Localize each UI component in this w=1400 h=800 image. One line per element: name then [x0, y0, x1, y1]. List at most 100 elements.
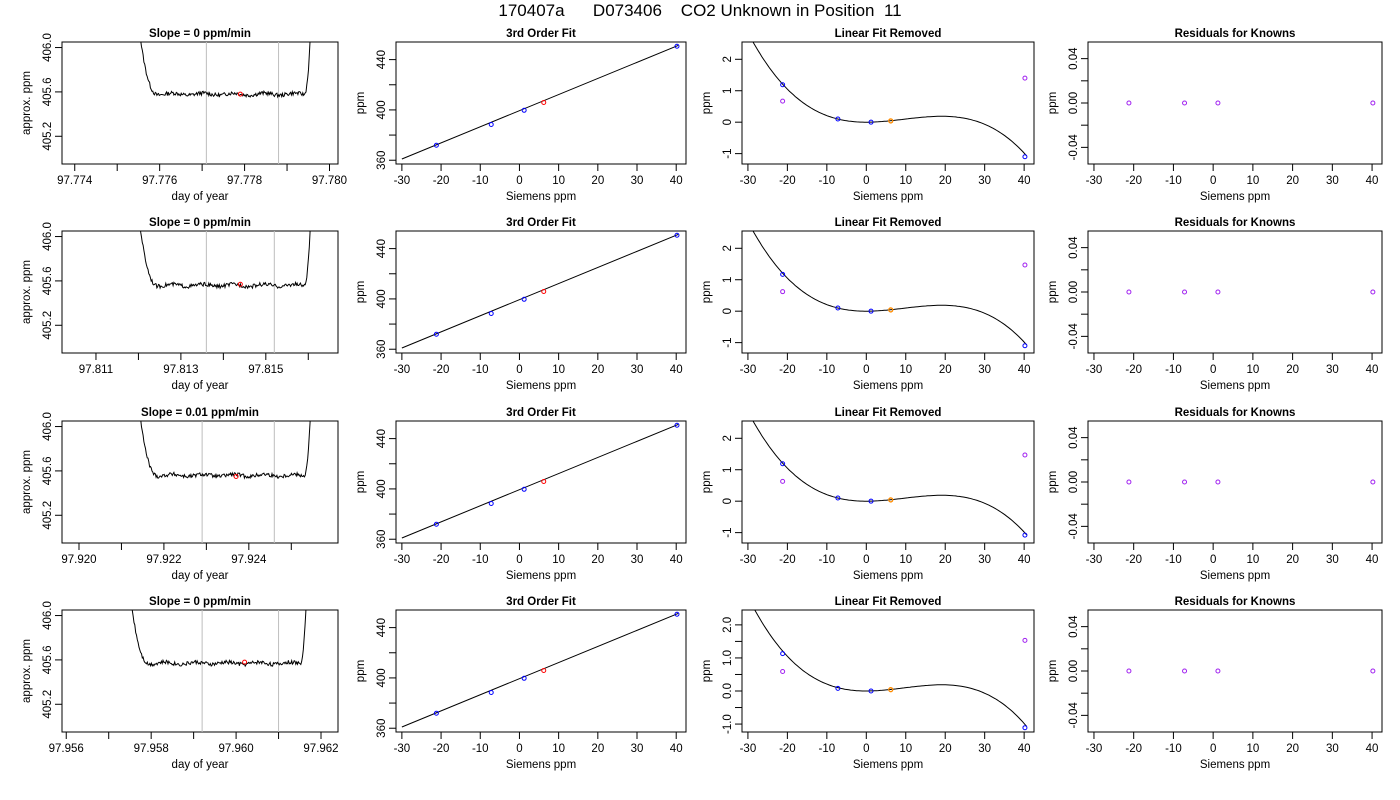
chart-r4-trace: Slope = 0 ppm/min 97.956 97.958 97.960 97.96…: [21, 596, 339, 771]
chart-title: Slope = 0.01 ppm/min: [141, 407, 259, 419]
x-tick-label: -20: [779, 554, 796, 566]
x-tick-label: 97.924: [231, 554, 267, 566]
fit-curve: [401, 423, 679, 539]
y-tick-label: -1.0: [722, 714, 734, 734]
x-tick-label: -10: [472, 364, 489, 376]
plot-area: [1126, 100, 1376, 106]
chart-title: Slope = 0 ppm/min: [149, 28, 251, 40]
chart-title: Residuals for Knowns: [1175, 217, 1296, 229]
x-tick-label: 97.776: [142, 175, 177, 187]
x-axis-label: day of year: [172, 759, 229, 771]
linear-residual-point: [780, 98, 786, 104]
y-tick-label: -1: [722, 528, 734, 538]
x-axis-label: Siemens ppm: [1200, 759, 1270, 771]
y-tick-label: 0.00: [1068, 281, 1080, 303]
y-axis-label: ppm: [701, 471, 713, 493]
known-point: [521, 296, 527, 302]
x-tick-label: -10: [1165, 554, 1182, 566]
x-tick-label: -30: [740, 743, 757, 755]
y-axis-label: ppm: [701, 92, 713, 114]
analyzer-trace: [140, 421, 311, 480]
known-point: [868, 308, 874, 314]
x-tick-label: 97.956: [49, 743, 84, 755]
chart-r4-lin: Linear Fit Removed -30 -20 -10 0 10 20 30 40 -1.0…: [701, 596, 1035, 771]
x-tick-label: 40: [670, 364, 683, 376]
y-tick-label: 405.6: [42, 646, 54, 675]
y-tick-label: 1: [722, 277, 734, 283]
x-tick-label: 40: [670, 175, 683, 187]
x-axis-label: day of year: [172, 570, 229, 582]
residual-point: [1215, 668, 1221, 674]
residual-point: [1182, 479, 1188, 485]
plot-area: [752, 231, 1028, 349]
x-tick-label: -20: [433, 175, 450, 187]
x-tick-label: -30: [394, 743, 411, 755]
x-tick-label: 97.960: [218, 743, 253, 755]
known-point: [521, 675, 527, 681]
x-tick-label: 10: [899, 743, 912, 755]
unknown-point: [888, 497, 894, 503]
x-tick-label: 0: [1210, 175, 1216, 187]
y-tick-label: 1.0: [722, 650, 734, 666]
y-tick-label: -1: [722, 338, 734, 348]
y-axis-label: approx. ppm: [21, 639, 33, 703]
known-point: [835, 685, 841, 691]
plot-area: [401, 43, 680, 160]
x-tick-label: 0: [863, 175, 869, 187]
chart-r1-fit: 3rd Order Fit -30 -20 -10 0 10 20 30 40 360 400 440…: [355, 28, 687, 203]
chart-r4-res: Residuals for Knowns -30 -20 -10 0 10 20 30 40 -0…: [1047, 596, 1383, 771]
x-tick-label: 30: [978, 364, 991, 376]
known-point: [433, 142, 439, 148]
y-tick-label: 440: [376, 239, 388, 258]
y-tick-label: -0.04: [1068, 323, 1080, 350]
y-tick-label: 360: [376, 151, 388, 170]
chart-title: 3rd Order Fit: [506, 217, 576, 229]
x-tick-label: 20: [939, 743, 952, 755]
unknown-point: [541, 478, 547, 484]
known-point: [780, 461, 786, 467]
y-tick-label: 0.04: [1068, 47, 1080, 70]
x-tick-label: -10: [1165, 175, 1182, 187]
x-tick-label: -20: [433, 743, 450, 755]
chart-r3-fit: 3rd Order Fit -30 -20 -10 0 10 20 30 40 360 400 440…: [355, 407, 687, 582]
plot-area: [752, 42, 1028, 160]
residual-point: [1126, 100, 1132, 106]
y-axis-label: approx. ppm: [21, 260, 33, 324]
chart-title: Linear Fit Removed: [835, 217, 942, 229]
known-point: [868, 688, 874, 694]
plot-frame: [61, 609, 339, 733]
plot-area: [1126, 668, 1376, 674]
known-point: [835, 305, 841, 311]
plot-frame: [395, 420, 687, 544]
x-tick-label: -30: [740, 175, 757, 187]
x-tick-label: 40: [1018, 743, 1031, 755]
y-axis-label: ppm: [355, 471, 367, 493]
x-tick-label: 20: [591, 364, 604, 376]
x-axis-label: Siemens ppm: [506, 759, 576, 771]
x-tick-label: -10: [1165, 364, 1182, 376]
chart-r3-lin: Linear Fit Removed-30 -20 -10 0 10 20 30 40-101…: [701, 407, 1035, 582]
plot-area: [752, 421, 1028, 538]
chart-title: Slope = 0 ppm/min: [149, 217, 251, 229]
cubic-curve: [752, 421, 1027, 536]
x-axis-label: Siemens ppm: [506, 191, 576, 203]
y-tick-label: 2.0: [722, 617, 734, 633]
y-tick-label: 405.2: [42, 690, 54, 719]
y-tick-label: 1: [722, 467, 734, 473]
fit-curve: [401, 44, 679, 160]
y-axis-label: approx. ppm: [21, 450, 33, 514]
plot-frame: [1087, 609, 1383, 733]
residual-point: [1126, 289, 1132, 295]
x-tick-label: -20: [433, 554, 450, 566]
x-tick-label: 10: [1246, 364, 1259, 376]
y-tick-label: 360: [376, 340, 388, 359]
residual-point: [1182, 289, 1188, 295]
x-tick-label: 30: [1326, 743, 1339, 755]
mean-marker: [242, 659, 248, 665]
x-tick-label: 30: [978, 554, 991, 566]
y-tick-label: 0.0: [722, 683, 734, 699]
y-tick-label: 2: [722, 245, 734, 251]
chart-r1-lin: Linear Fit Removed-30 -20 -10 0 10 20 30 40-101…: [701, 28, 1035, 203]
known-point: [1022, 343, 1028, 349]
